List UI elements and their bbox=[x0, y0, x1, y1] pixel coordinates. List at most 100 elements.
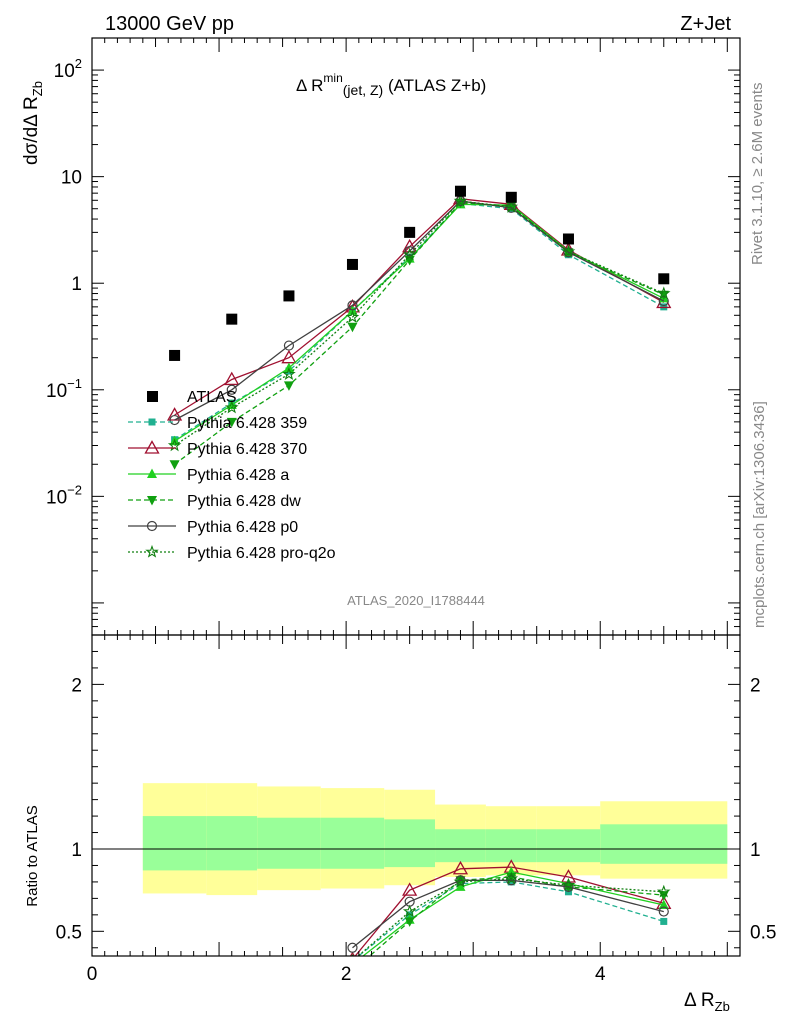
upper-point-5-4 bbox=[402, 247, 417, 261]
xtick-label-2: 4 bbox=[595, 964, 606, 985]
upper-point-4-3 bbox=[347, 300, 358, 311]
ratio-point-1-1 bbox=[402, 882, 418, 896]
band-inner-7 bbox=[536, 829, 601, 863]
ratio-point-4-5 bbox=[658, 906, 669, 917]
upper-point-1-0 bbox=[166, 407, 183, 421]
legend-marker-2 bbox=[147, 468, 157, 478]
analysis-id: ATLAS_2020_I1788444 bbox=[347, 593, 485, 608]
plot-title-main: Δ R bbox=[296, 76, 323, 95]
band-inner-1 bbox=[206, 816, 258, 871]
ratio-point-2-2 bbox=[455, 881, 466, 891]
data-point-7 bbox=[562, 233, 574, 245]
ratio-point-5-1 bbox=[402, 904, 417, 918]
upper-point-5-2 bbox=[282, 367, 296, 381]
upper-point-4-1 bbox=[226, 384, 237, 395]
ratio-point-4-4 bbox=[563, 881, 574, 892]
plot-title: Δ Rmin(jet, Z) (ATLAS Z+b) bbox=[296, 71, 486, 98]
upper-ylabel: dσ/dΔ RZb bbox=[21, 81, 45, 165]
band-inner-8 bbox=[600, 824, 728, 864]
ratio-ytick-label-right-2: 2 bbox=[750, 675, 761, 696]
upper-series-group bbox=[166, 185, 672, 470]
upper-point-1-1 bbox=[224, 371, 240, 386]
xlabel: Δ RZb bbox=[684, 990, 730, 1014]
ratio-point-3-3 bbox=[506, 872, 517, 883]
ratio-bands bbox=[92, 783, 740, 896]
legend-label-atlas: ATLAS bbox=[187, 389, 237, 406]
ratio-ytick-label-0: 0.5 bbox=[56, 922, 82, 943]
series-lines bbox=[166, 185, 672, 956]
upper-point-3-2 bbox=[283, 381, 294, 391]
upper-ytick-label-3: 10−1 bbox=[46, 376, 82, 402]
xlabel-main: Δ R bbox=[684, 990, 715, 1011]
mcplots-label: mcplots.cern.ch [arXiv:1306.3436] bbox=[751, 401, 768, 628]
ratio-point-1-2 bbox=[452, 860, 469, 875]
upper-line-2 bbox=[174, 203, 665, 442]
upper-point-4-7 bbox=[563, 247, 574, 258]
upper-ylabel-sub: Zb bbox=[30, 81, 45, 96]
upper-ytick-exp: −1 bbox=[67, 376, 82, 391]
legend-marker-4 bbox=[146, 520, 158, 532]
ratio-ylabel: Ratio to ATLAS bbox=[24, 805, 41, 906]
data-point-6 bbox=[505, 191, 517, 203]
upper-ylabel-main: dσ/dΔ R bbox=[21, 96, 42, 165]
upper-point-2-1 bbox=[226, 399, 237, 409]
band-inner-4 bbox=[384, 819, 436, 868]
ratio-point-5-5 bbox=[656, 884, 671, 898]
header-right: Z+Jet bbox=[680, 13, 731, 35]
ratio-frame bbox=[91, 634, 741, 957]
legend-label-1: Pythia 6.428 370 bbox=[187, 441, 307, 458]
upper-line-5 bbox=[174, 200, 665, 447]
plot-title-tail: (ATLAS Z+b) bbox=[383, 76, 486, 95]
band-inner-2 bbox=[257, 817, 321, 869]
upper-ytick-exp: −2 bbox=[67, 482, 82, 497]
band-inner-6 bbox=[485, 829, 537, 863]
legend-label-4: Pythia 6.428 p0 bbox=[187, 519, 298, 536]
data-point-0 bbox=[169, 349, 181, 361]
upper-ytick-base: 10 bbox=[54, 61, 75, 82]
upper-point-4-2 bbox=[283, 340, 295, 351]
upper-line-1 bbox=[174, 198, 665, 416]
data-point-2 bbox=[283, 290, 295, 302]
upper-ytick-exp: 2 bbox=[75, 56, 82, 71]
band-inner-5 bbox=[435, 829, 486, 863]
ratio-ytick-label-2: 2 bbox=[71, 675, 82, 696]
upper-line-4 bbox=[174, 200, 665, 421]
legend-marker-1 bbox=[144, 440, 160, 454]
data-point-8 bbox=[658, 273, 670, 285]
band-inner-3 bbox=[320, 817, 385, 869]
ratio-line-1 bbox=[354, 866, 664, 956]
ratio-series-group bbox=[347, 859, 672, 956]
legend-label-3: Pythia 6.428 dw bbox=[187, 493, 301, 510]
upper-point-5-5 bbox=[453, 194, 468, 207]
upper-point-4-6 bbox=[506, 202, 517, 213]
upper-point-5-8 bbox=[656, 286, 671, 300]
legend-marker-atlas bbox=[147, 391, 158, 402]
xlabel-sub: Zb bbox=[715, 999, 730, 1014]
upper-ytick-label-4: 10−2 bbox=[46, 482, 82, 508]
legend-label-0: Pythia 6.428 359 bbox=[187, 415, 307, 432]
ratio-point-5-4 bbox=[561, 878, 576, 892]
ratio-ytick-label-1: 1 bbox=[71, 840, 82, 861]
xtick-label-1: 2 bbox=[341, 964, 352, 985]
legend-label-2: Pythia 6.428 a bbox=[187, 467, 289, 484]
ratio-point-0-5 bbox=[660, 917, 668, 925]
upper-point-5-3 bbox=[345, 310, 360, 323]
upper-point-3-1 bbox=[226, 417, 237, 428]
ratio-ytick-label-right-0: 0.5 bbox=[750, 922, 776, 943]
ratio-point-4-0 bbox=[347, 942, 358, 953]
upper-point-4-4 bbox=[404, 246, 415, 257]
legend: ATLAS Pythia 6.428 359 Pythia 6.428 370 Pyt… bbox=[128, 389, 336, 562]
ratio-point-5-2 bbox=[453, 874, 468, 888]
header-left: 13000 GeV pp bbox=[105, 13, 234, 35]
ratio-line-3 bbox=[368, 876, 664, 956]
ratio-point-3-2 bbox=[455, 876, 466, 886]
data-point-4 bbox=[404, 226, 416, 238]
legend-marker-5 bbox=[145, 544, 159, 558]
upper-line-0 bbox=[174, 202, 665, 441]
legend-marker-3 bbox=[147, 496, 157, 506]
rivet-label: Rivet 3.1.10, ≥ 2.6M events bbox=[749, 83, 766, 266]
legend-marker-0 bbox=[148, 418, 156, 426]
upper-point-4-0 bbox=[169, 414, 180, 426]
ratio-line-2 bbox=[361, 871, 664, 956]
